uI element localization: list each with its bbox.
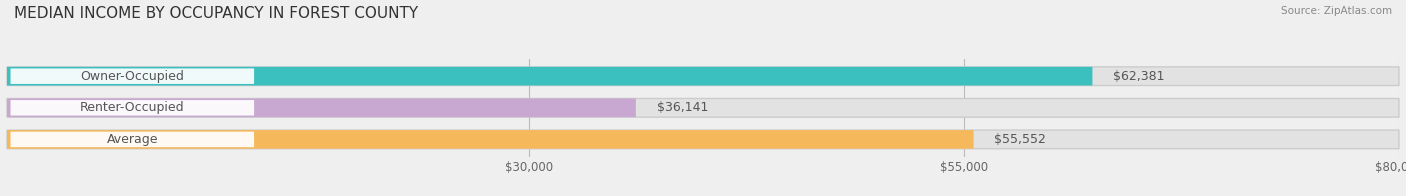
Text: Average: Average	[107, 133, 157, 146]
Text: MEDIAN INCOME BY OCCUPANCY IN FOREST COUNTY: MEDIAN INCOME BY OCCUPANCY IN FOREST COU…	[14, 6, 418, 21]
FancyBboxPatch shape	[7, 67, 1399, 85]
FancyBboxPatch shape	[10, 100, 254, 116]
Text: $36,141: $36,141	[657, 101, 709, 114]
FancyBboxPatch shape	[10, 132, 254, 147]
FancyBboxPatch shape	[7, 98, 636, 117]
Text: Owner-Occupied: Owner-Occupied	[80, 70, 184, 83]
Text: Renter-Occupied: Renter-Occupied	[80, 101, 184, 114]
FancyBboxPatch shape	[7, 67, 1092, 85]
FancyBboxPatch shape	[7, 98, 1399, 117]
FancyBboxPatch shape	[10, 68, 254, 84]
Text: $55,552: $55,552	[994, 133, 1046, 146]
FancyBboxPatch shape	[7, 130, 1399, 149]
FancyBboxPatch shape	[7, 130, 973, 149]
Text: $62,381: $62,381	[1114, 70, 1164, 83]
Text: Source: ZipAtlas.com: Source: ZipAtlas.com	[1281, 6, 1392, 16]
